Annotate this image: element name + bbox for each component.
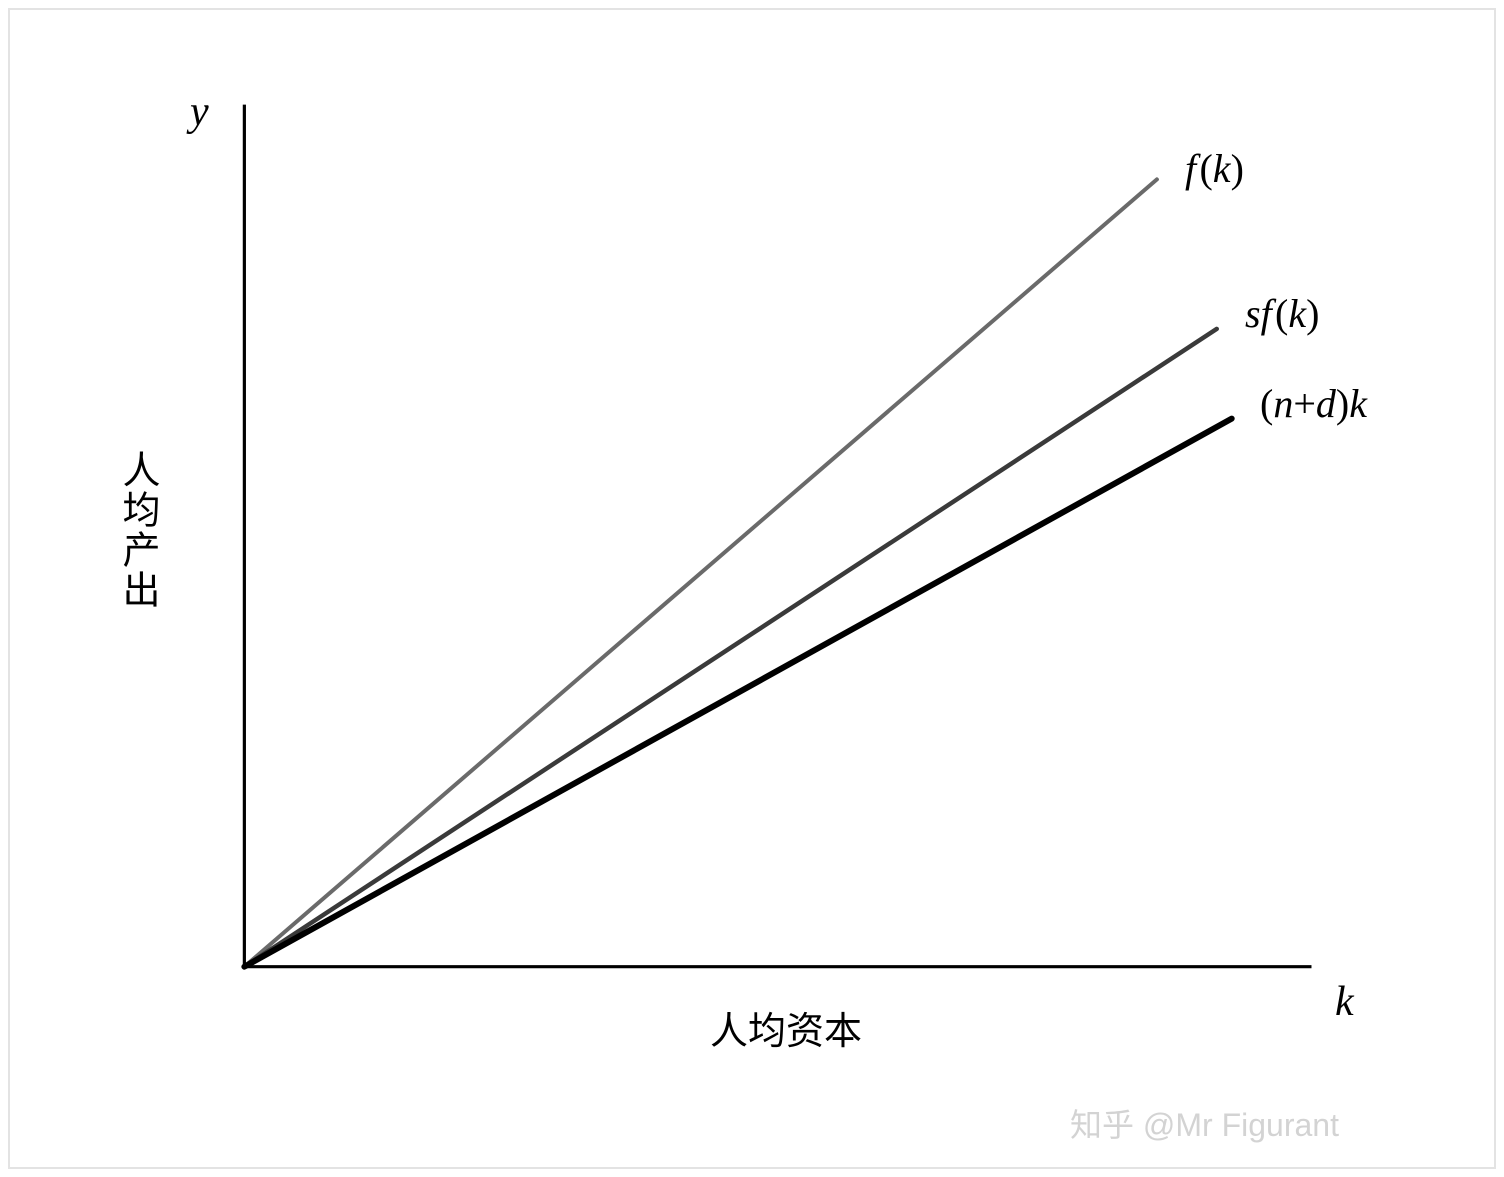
label-ndk: (n+d)k: [1260, 380, 1367, 427]
watermark: 知乎 @Mr Figurant: [1070, 1100, 1339, 1146]
x-axis-label: 人均资本: [710, 1000, 862, 1055]
label-fk: f (k): [1185, 145, 1244, 192]
label-sfk: sf (k): [1245, 290, 1319, 337]
x-axis-end-label: k: [1335, 978, 1354, 1026]
chart-frame: y 人均产出 k 人均资本 f (k) sf (k) (n+d)k 知乎 @Mr…: [8, 8, 1496, 1169]
solow-growth-chart: [10, 10, 1494, 1167]
y-axis-label: 人均产出: [110, 450, 165, 610]
y-axis-end-label: y: [190, 88, 209, 136]
line-sfk: [244, 329, 1216, 967]
line-fk: [244, 179, 1157, 966]
line-ndk: [244, 419, 1231, 967]
